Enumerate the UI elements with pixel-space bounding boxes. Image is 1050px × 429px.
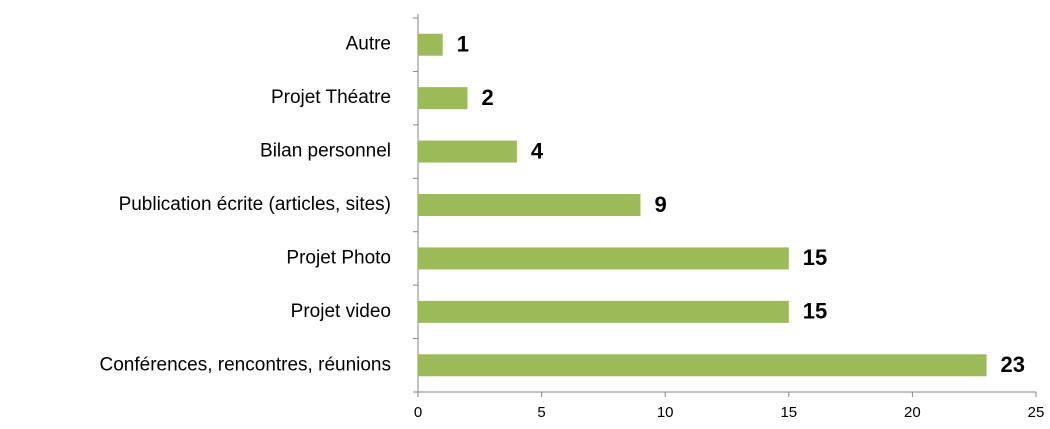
x-tick-label: 10	[657, 404, 674, 421]
x-tick-label: 5	[537, 404, 545, 421]
y-tick-label: Conférences, rencontres, réunions	[100, 354, 392, 375]
value-label: 15	[803, 245, 827, 270]
y-tick-label: Autre	[346, 34, 391, 55]
y-tick-label: Projet Photo	[286, 247, 391, 268]
y-tick-label: Bilan personnel	[260, 141, 391, 162]
bar	[418, 194, 641, 216]
y-tick-label: Publication écrite (articles, sites)	[119, 194, 391, 215]
value-label: 2	[481, 85, 493, 110]
x-tick-label: 25	[1028, 404, 1045, 421]
x-tick-label: 15	[780, 404, 797, 421]
value-label: 4	[531, 138, 544, 163]
value-label: 1	[457, 32, 469, 57]
x-tick-label: 0	[414, 404, 422, 421]
value-label: 9	[654, 192, 666, 217]
y-tick-label: Projet Théatre	[271, 87, 391, 108]
bar	[418, 87, 468, 110]
bar	[418, 354, 987, 377]
x-tick-label: 20	[904, 404, 921, 421]
bar	[418, 33, 443, 56]
bar	[418, 247, 789, 270]
value-label: 23	[1001, 352, 1025, 377]
bar	[418, 300, 789, 323]
bar	[418, 140, 517, 163]
value-label: 15	[803, 299, 827, 324]
y-tick-label: Projet video	[291, 301, 391, 322]
